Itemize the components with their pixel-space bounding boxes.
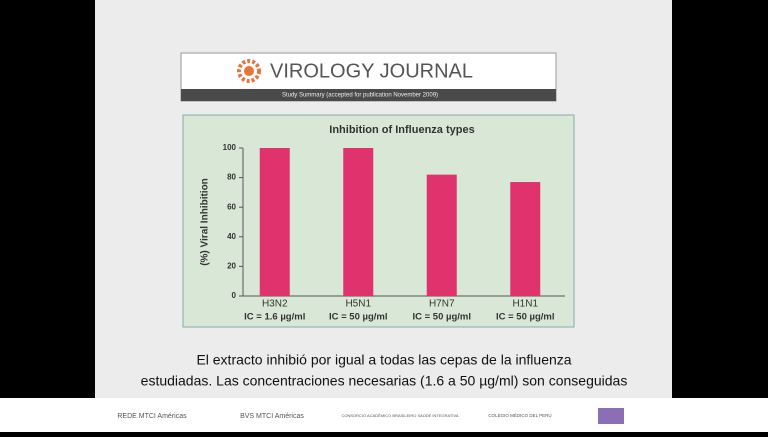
bar	[259, 148, 290, 296]
x-tick-note: IC = 50 µg/ml	[329, 312, 388, 323]
y-tick-label: 0	[232, 291, 237, 300]
journal-logo-core	[244, 66, 254, 76]
footer-logo: BVS MTCI Américas	[240, 413, 304, 420]
x-tick-note: IC = 1.6 µg/ml	[244, 312, 305, 323]
footer-logo: CONSORCIO ACADÊMICO BRASILEIRO SAÚDE INT…	[342, 413, 459, 418]
x-tick-label: H1N1	[512, 299, 538, 310]
journal-strip	[181, 89, 556, 101]
chart-panel	[182, 114, 575, 328]
footer-logo: COLEGIO MÉDICO DEL PERÚ	[488, 412, 551, 418]
caption-line: estudiadas. Las concentraciones necesari…	[141, 373, 628, 389]
journal-logo	[237, 59, 261, 83]
y-tick-label: 60	[227, 202, 236, 211]
x-tick-label: H5N1	[345, 299, 371, 310]
caption-line: El extracto inhibió por igual a todas la…	[196, 352, 571, 368]
x-tick-label: H7N7	[429, 299, 455, 310]
y-tick-label: 20	[227, 262, 236, 271]
footer-icon	[598, 408, 624, 424]
chart-title: Inhibition of Influenza types	[329, 124, 474, 136]
bar	[343, 148, 374, 296]
journal-subtitle: Study Summary (accepted for publication …	[282, 93, 438, 99]
bar	[426, 174, 457, 296]
bar	[510, 182, 541, 296]
y-tick-label: 40	[227, 232, 236, 241]
journal-title: VIROLOGY JOURNAL	[270, 60, 473, 82]
y-tick-label: 100	[223, 143, 237, 152]
footer	[0, 398, 768, 432]
x-tick-label: H3N2	[262, 299, 288, 310]
x-tick-note: IC = 50 µg/ml	[496, 312, 555, 323]
footer-logo: REDE MTCI Américas	[117, 413, 187, 420]
x-tick-note: IC = 50 µg/ml	[412, 312, 471, 323]
y-axis-label: (%) Viral Inhibition	[200, 178, 211, 266]
y-tick-label: 80	[227, 173, 236, 182]
